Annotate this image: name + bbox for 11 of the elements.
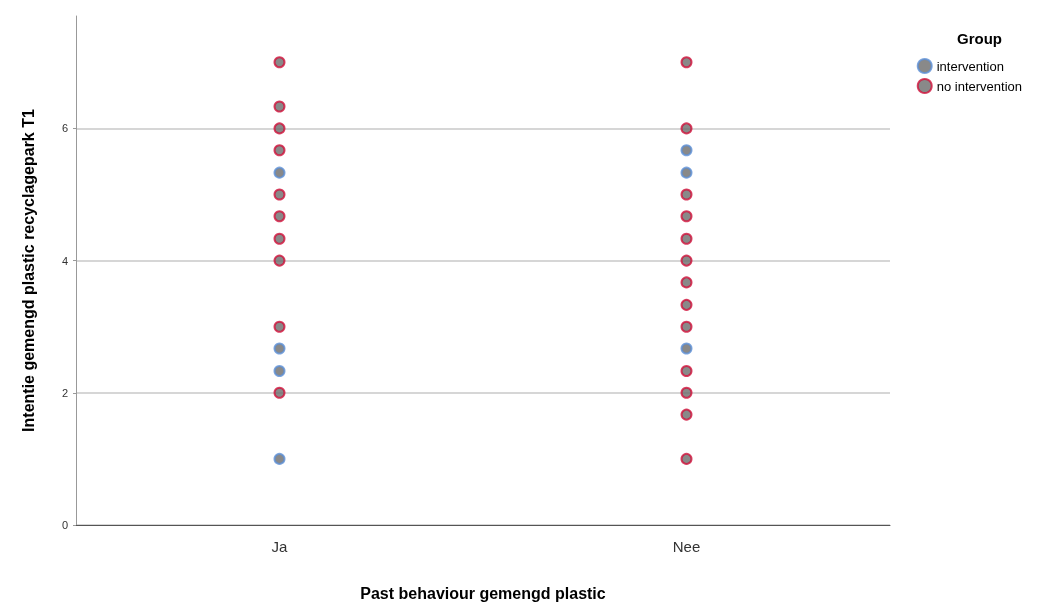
legend-label: no intervention [936,78,1022,94]
y-tick-label: 6 [61,122,68,135]
legend-title: Group [957,30,1003,47]
y-tick-label: 2 [61,386,68,399]
y-tick-label: 0 [61,519,68,531]
legend-label: intervention [936,58,1004,74]
x-tick-label: Nee [672,538,701,555]
y-axis-title: Intentie gemengd plastic recyclagepark T1 [19,109,37,432]
y-tick-label: 4 [61,254,68,267]
x-axis-title: Past behaviour gemengd plastic [360,584,606,602]
x-tick-label: Ja [271,538,289,555]
